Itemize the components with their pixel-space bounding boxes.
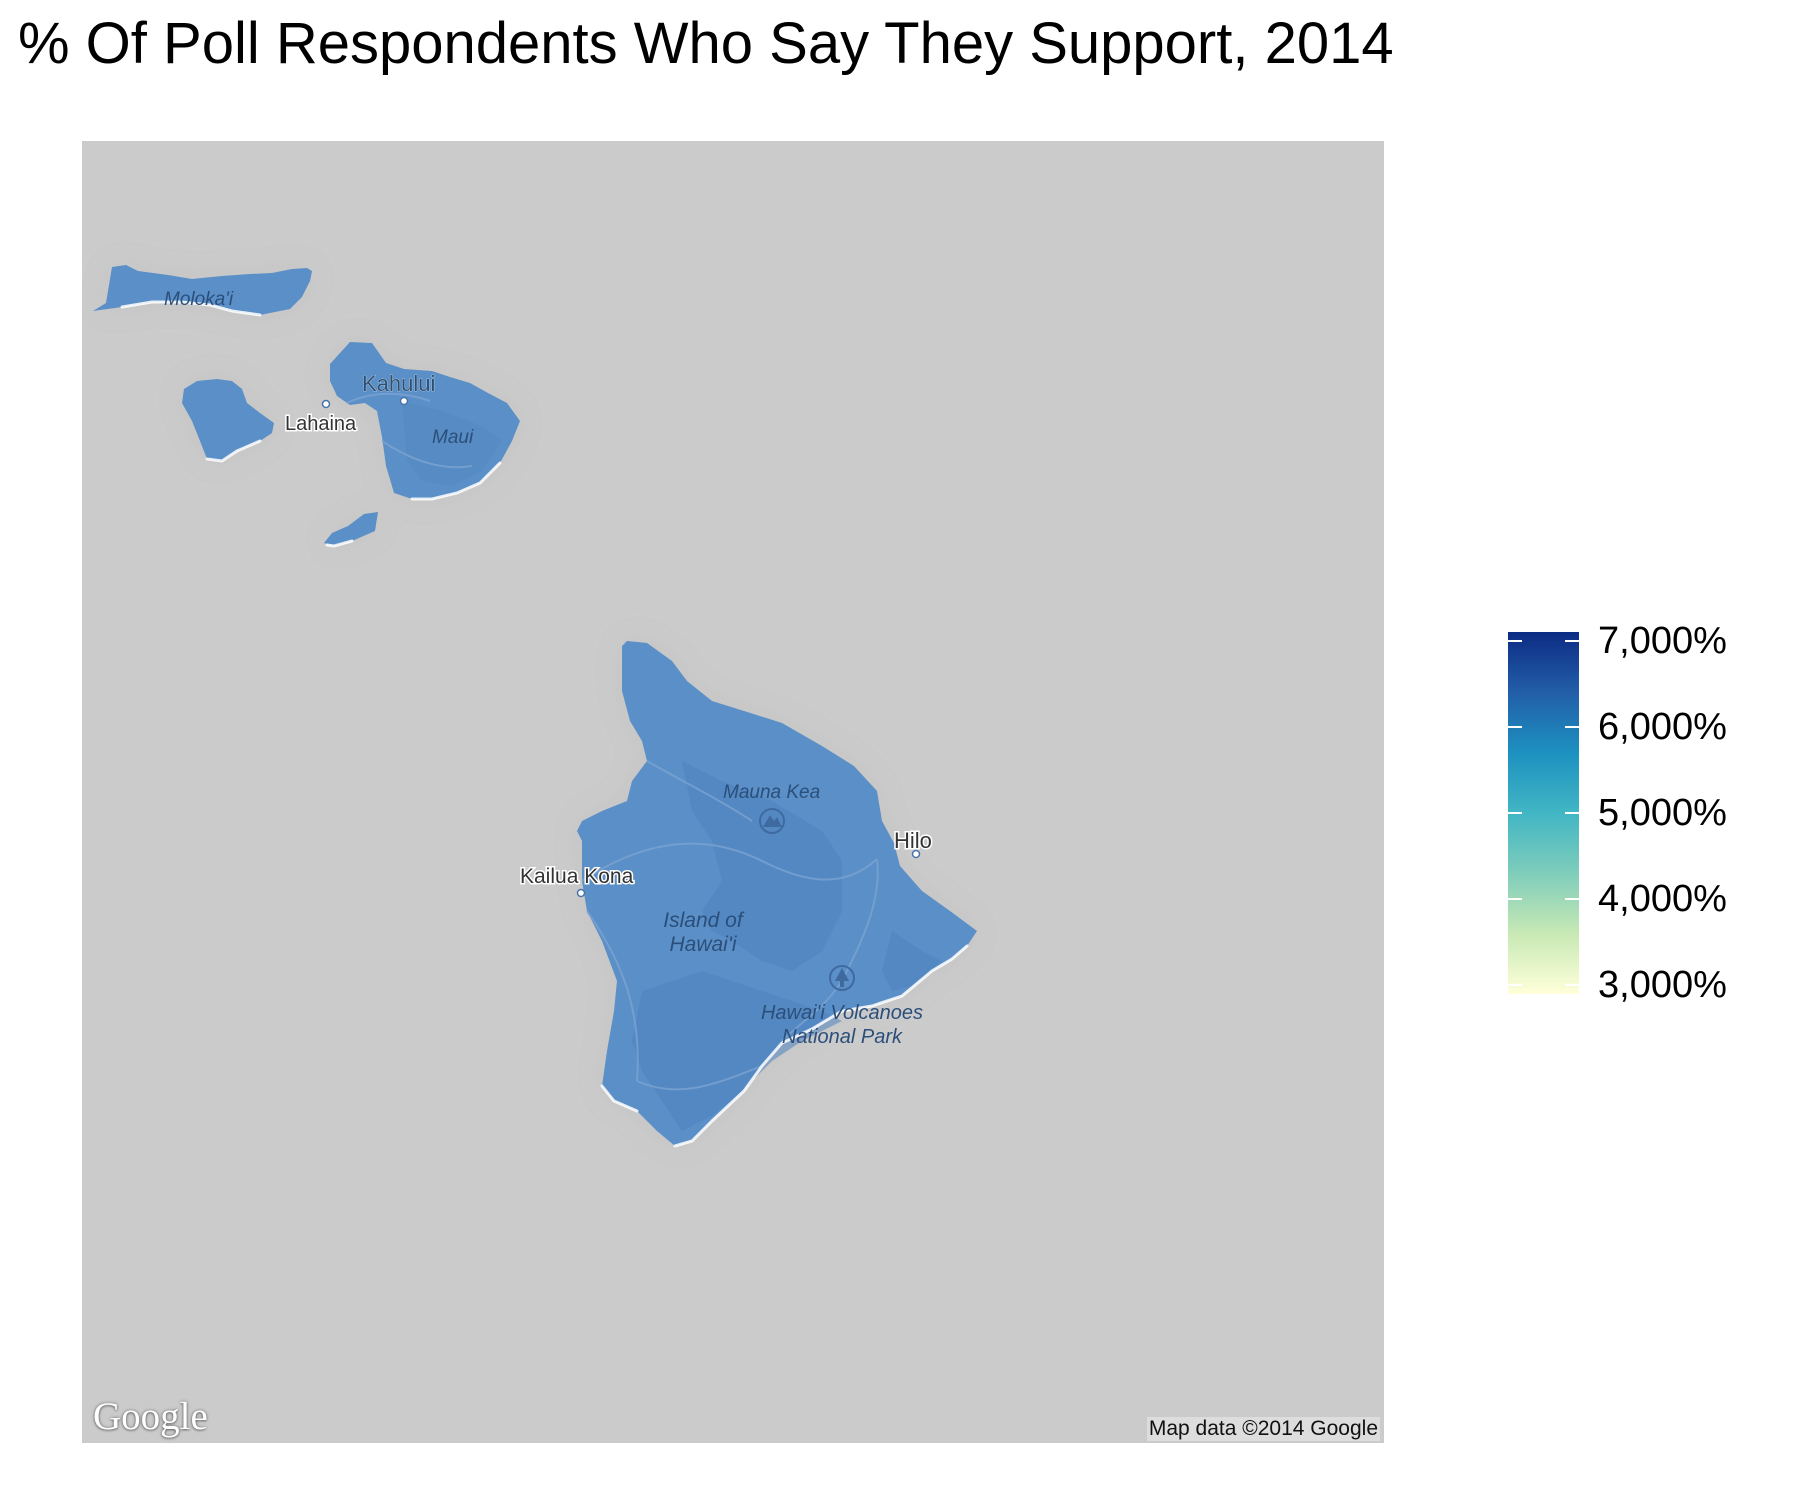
terrain-shading [402,401,942,1131]
legend-tick-mark [1565,726,1579,728]
label-kailua-kona: Kailua Kona [520,865,634,888]
legend-tick-label: 3,000% [1598,964,1727,1006]
label-kahului: Kahului [362,371,435,396]
label-volcanoes-line2: National Park [782,1026,903,1048]
map-panel[interactable]: Moloka'i Kahului Lahaina Maui Mauna Kea … [82,141,1384,1443]
label-volcanoes-line1: Hawai'i Volcanoes [761,1002,923,1024]
label-lahaina: Lahaina [285,413,357,435]
color-legend: 7,000% 6,000% 5,000% 4,000% 3,000% [1508,621,1768,1006]
map-canvas: Moloka'i Kahului Lahaina Maui Mauna Kea … [93,265,977,1148]
legend-tick-label: 6,000% [1598,706,1727,748]
label-mauna-kea: Mauna Kea [723,782,820,803]
island-lanai[interactable] [182,379,274,461]
legend-tick-label: 5,000% [1598,792,1727,834]
legend-tick-mark [1508,898,1522,900]
place-markers [321,396,921,898]
label-island-of-hawaii-line2: Hawai'i [669,933,737,956]
legend-tick-label: 7,000% [1598,620,1727,662]
legend-tick-mark [1508,726,1522,728]
google-logo: Google [93,1395,208,1438]
coastline-highlights [120,300,969,1148]
marker-hilo [911,849,921,859]
label-maui: Maui [432,427,474,448]
mountain-icon [759,808,785,834]
peak-icons [759,808,855,991]
legend-tick-mark [1508,812,1522,814]
legend-tick-mark [1565,984,1579,986]
label-island-of-hawaii-line1: Island of [663,909,745,932]
island-kahoolawe[interactable] [324,512,378,546]
legend-tick-mark [1565,898,1579,900]
label-hilo: Hilo [894,828,932,853]
place-labels: Moloka'i Kahului Lahaina Maui Mauna Kea … [164,289,933,1048]
marker-lahaina [321,399,331,409]
map-attribution[interactable]: Map data ©2014 Google [1146,1417,1380,1441]
legend-tick-mark [1508,640,1522,642]
marker-kahului [399,396,409,406]
park-icon [829,965,855,991]
legend-tick-mark [1565,640,1579,642]
legend-tick-mark [1508,984,1522,986]
page-title: % Of Poll Respondents Who Say They Suppo… [18,11,1394,76]
legend-tick-label: 4,000% [1598,878,1727,920]
marker-kailua-kona [576,888,586,898]
legend-tick-mark [1565,812,1579,814]
island-maui[interactable] [330,342,520,499]
label-molokai: Moloka'i [164,289,234,310]
